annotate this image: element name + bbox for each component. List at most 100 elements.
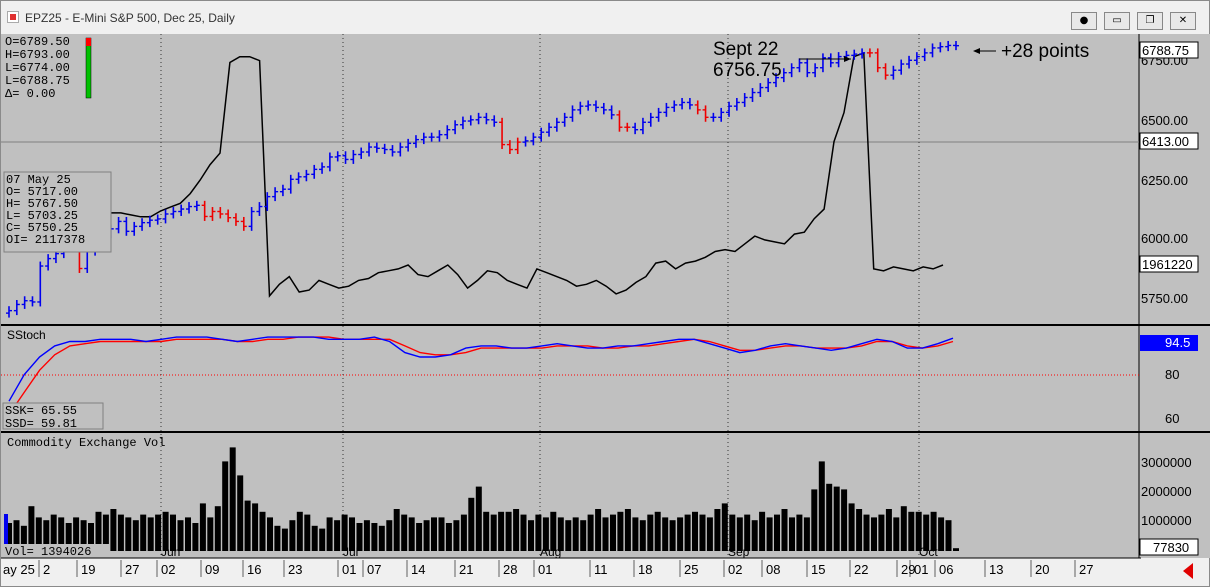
volume-bar <box>572 517 579 551</box>
minimize-icon[interactable]: ▭ <box>1104 12 1130 30</box>
x-axis-day-label: 01 <box>914 562 928 577</box>
volume-bar <box>50 514 57 551</box>
price-bar <box>906 55 913 69</box>
oi-value-box <box>1139 255 1199 273</box>
volume-bars <box>4 447 959 551</box>
ssk-value: SSK= 65.55 <box>5 404 77 418</box>
volume-bar <box>252 503 259 551</box>
oi-series <box>111 51 944 298</box>
scroll-left-icon <box>1183 563 1193 579</box>
price-bar <box>561 112 568 127</box>
ssd-value: SSD= 59.81 <box>5 417 77 431</box>
volume-bar <box>677 517 684 551</box>
volume-bar <box>304 514 311 551</box>
volume-bar <box>281 528 288 551</box>
volume-bar <box>930 511 937 551</box>
price-bar <box>851 49 858 60</box>
vol-tick: 3000000 <box>1141 455 1192 470</box>
price-bar <box>679 97 686 110</box>
volume-bar <box>632 517 639 551</box>
vol-tick: 2000000 <box>1141 484 1192 499</box>
price-bar <box>796 58 803 73</box>
price-tick: 6500.00 <box>1141 113 1188 128</box>
volume-bar <box>542 517 549 551</box>
volume-bar <box>557 517 564 551</box>
volume-bar <box>132 520 139 551</box>
volume-bar <box>244 500 251 551</box>
price-bar <box>639 117 646 135</box>
price-bar <box>256 202 263 216</box>
volume-bar <box>669 520 676 551</box>
vol-readout: Vol= 1394026 <box>5 545 91 559</box>
volume-bar <box>267 517 273 551</box>
restore-icon[interactable]: ❐ <box>1137 12 1163 30</box>
price-tick: 6000.00 <box>1141 231 1188 246</box>
close-icon[interactable]: ✕ <box>1170 12 1196 30</box>
price-bar <box>358 147 365 159</box>
x-axis-bar <box>1 558 1141 578</box>
x-axis-day-label: 01 <box>342 562 356 577</box>
price-bar <box>240 216 247 231</box>
volume-bar <box>595 509 602 551</box>
price-bar <box>381 143 388 154</box>
volume-bar <box>871 517 877 551</box>
title-bar[interactable]: EPZ25 - E-Mini S&P 500, Dec 25, Daily ● … <box>1 1 1209 33</box>
stoch-d-line <box>8 336 954 415</box>
volume-bar <box>453 520 460 551</box>
x-axis-day-label: 20 <box>1035 562 1049 577</box>
vol-value-box <box>1139 538 1199 556</box>
volume-bar <box>408 517 415 551</box>
price-bar <box>139 218 146 231</box>
volume-bar <box>774 514 780 551</box>
volume-bar <box>140 514 147 551</box>
volume-bar <box>311 525 318 551</box>
price-bar <box>13 299 20 316</box>
ref-price-box <box>1139 132 1199 150</box>
price-bar <box>452 120 459 135</box>
stoch-panel <box>1 326 1139 431</box>
volume-bar <box>20 525 27 551</box>
price-bars <box>6 40 959 318</box>
app-icon <box>7 11 19 23</box>
volume-bar <box>4 514 8 551</box>
price-bar <box>663 102 670 117</box>
stoch-value: 94.5 <box>1165 335 1190 350</box>
open-interest-line <box>111 51 944 298</box>
price-bar <box>350 150 357 164</box>
volume-bar <box>721 503 728 551</box>
chart-area[interactable]: 6750.00 6500.00 6250.00 6000.00 5750.00 … <box>1 34 1210 587</box>
volume-bar <box>744 514 751 551</box>
stoch-lines <box>8 336 954 415</box>
volume-bar <box>751 520 758 551</box>
price-bar <box>546 122 553 137</box>
ohlc-high: H=6793.00 <box>5 48 70 62</box>
volume-bar <box>505 511 512 551</box>
price-bar <box>170 207 177 219</box>
x-axis-day-label: 01 <box>538 562 552 577</box>
stoch-tick: 60 <box>1165 411 1179 426</box>
price-bar <box>37 261 44 307</box>
price-bar <box>217 207 224 219</box>
volume-bar <box>170 514 176 551</box>
price-bar <box>921 48 928 62</box>
price-bar <box>514 137 521 154</box>
price-bar <box>499 117 506 150</box>
price-bar <box>757 83 764 97</box>
volume-bar <box>900 506 907 551</box>
record-icon[interactable]: ● <box>1071 12 1097 30</box>
volume-bar <box>602 517 609 551</box>
price-bar <box>342 151 349 164</box>
volume-bar <box>192 523 199 551</box>
price-bar <box>279 184 286 197</box>
volume-bar <box>13 520 20 551</box>
price-bar <box>898 59 905 75</box>
price-bar <box>467 115 474 126</box>
volume-bar <box>296 511 303 551</box>
volume-bar <box>237 475 244 551</box>
price-bar <box>146 215 153 228</box>
price-bar <box>577 101 584 115</box>
volume-bar <box>706 517 713 551</box>
volume-bar <box>162 511 169 551</box>
month-label: Oct <box>919 545 938 559</box>
volume-bar <box>856 509 863 551</box>
